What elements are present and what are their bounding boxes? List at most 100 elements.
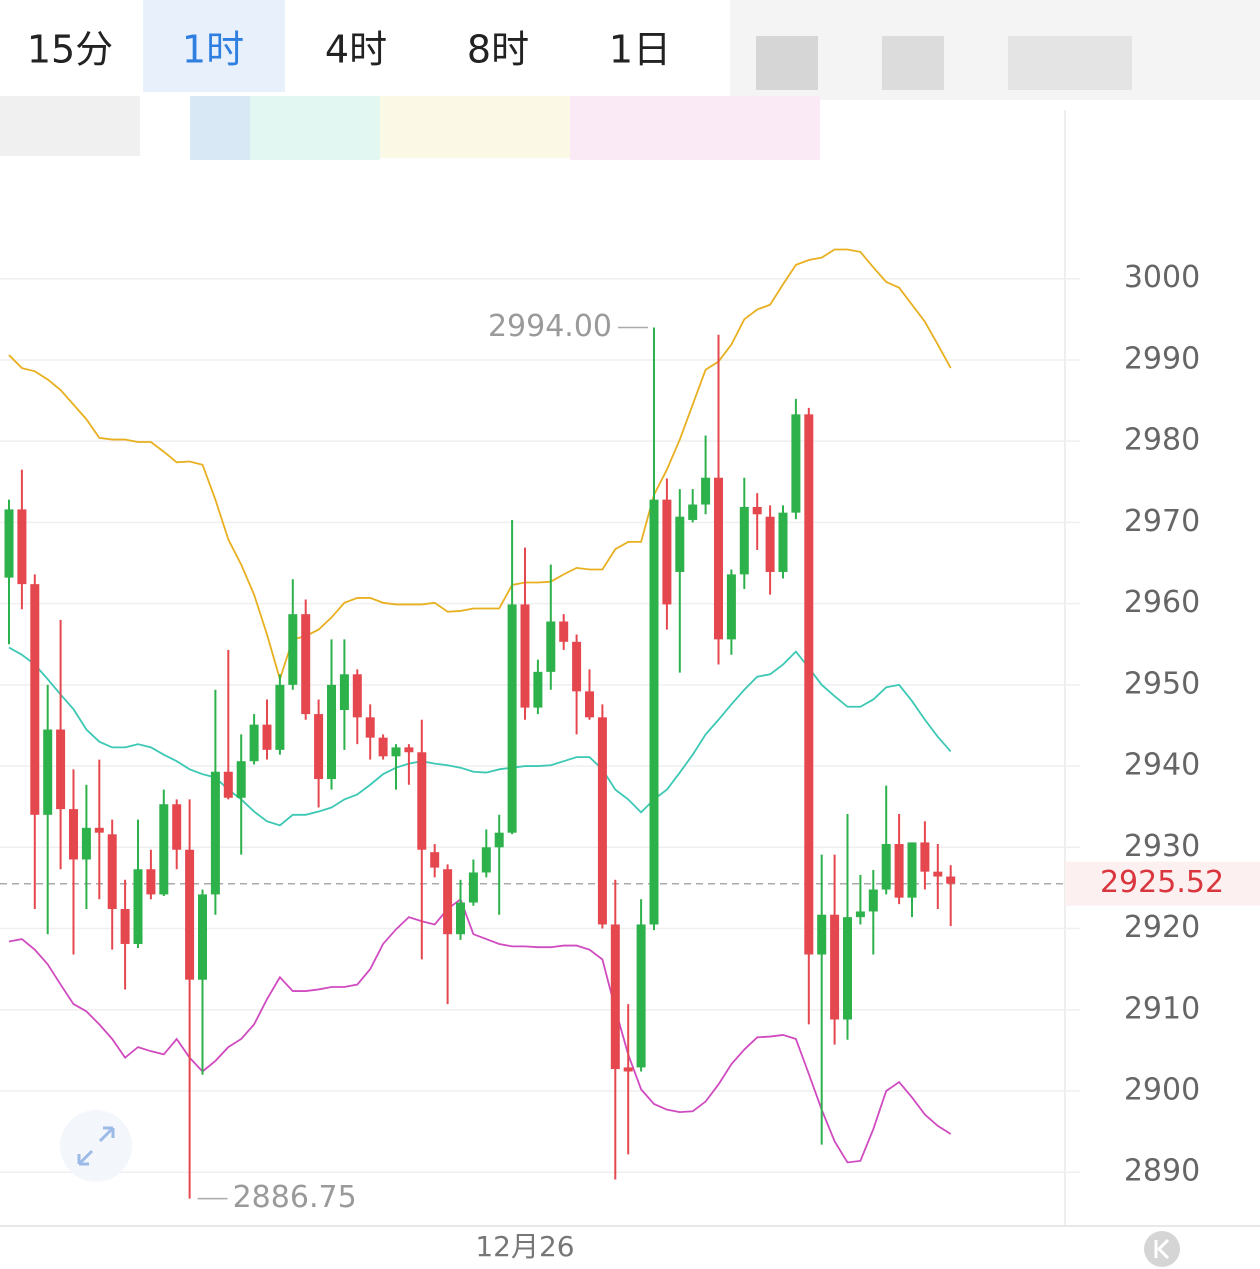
candle-body	[339, 674, 349, 711]
blur	[190, 96, 250, 160]
candle-body	[855, 911, 865, 918]
y-tick-label: 2890	[1124, 1154, 1200, 1189]
candle-body	[649, 499, 659, 925]
candle-body	[817, 914, 827, 955]
tab[interactable]: 1时	[182, 28, 244, 72]
candle-body	[920, 842, 930, 872]
expand-icon	[77, 1126, 115, 1166]
candle-body	[456, 902, 465, 935]
candle-body	[327, 684, 336, 780]
candle-body	[533, 671, 543, 708]
candle-body	[830, 914, 840, 1020]
indicator-line	[8, 897, 952, 1164]
candle-body	[107, 834, 117, 910]
candle-body	[688, 504, 698, 520]
candle-body	[430, 852, 440, 868]
candle-body	[507, 604, 517, 833]
candle-body	[752, 506, 762, 515]
candle-body	[365, 717, 375, 738]
candle-body	[597, 717, 607, 925]
expand-bg	[60, 1110, 132, 1182]
candle-body	[701, 477, 711, 505]
candle-body	[636, 924, 646, 1068]
kline-icon	[1154, 1238, 1170, 1260]
candle-body	[391, 747, 401, 757]
last-price-bg	[1065, 861, 1260, 906]
candle-body	[494, 832, 504, 848]
candle-body	[610, 924, 620, 1070]
candle-body	[585, 691, 594, 718]
tab-bar: 15分 1时 4时 8时 1日	[27, 28, 671, 72]
candle-body	[56, 729, 66, 810]
candle-body	[714, 477, 723, 640]
candle-body	[765, 516, 775, 572]
candle-body	[468, 872, 478, 903]
candle-body	[662, 499, 672, 605]
candle-body	[417, 752, 427, 850]
tab[interactable]: 15分	[27, 28, 113, 72]
x-tick-label: 12月26	[475, 1230, 574, 1263]
candle-body	[843, 917, 852, 1020]
last-price-label: 2925.52	[1100, 865, 1224, 900]
y-tick-label: 2990	[1124, 341, 1200, 376]
candle-body	[726, 574, 736, 640]
y-tick-label: 2950	[1124, 666, 1200, 701]
blur	[250, 96, 380, 160]
y-tick-label: 2980	[1124, 423, 1200, 458]
y-tick-label: 2960	[1124, 585, 1200, 620]
candle-body	[443, 869, 453, 935]
candle-body	[210, 771, 220, 895]
candle-body	[868, 889, 878, 912]
annotation-label: 2994.00	[488, 309, 612, 344]
candle-body	[559, 621, 569, 642]
expand-button[interactable]	[60, 1110, 132, 1182]
active-tab-bg	[143, 0, 285, 92]
candle-body	[675, 516, 685, 572]
candle-body	[172, 804, 182, 850]
y-tick-label: 2970	[1124, 504, 1200, 539]
y-tick-label: 2910	[1124, 991, 1200, 1026]
blurred-area	[0, 0, 1260, 160]
candle-body	[804, 414, 814, 955]
y-tick-label: 2940	[1124, 748, 1200, 783]
tab[interactable]: 8时	[467, 28, 529, 72]
candle-body	[262, 724, 272, 750]
candle-body	[133, 869, 143, 944]
candle-body	[81, 827, 91, 860]
kline-button[interactable]	[1144, 1231, 1180, 1267]
candle-body	[404, 747, 414, 753]
candle-body	[236, 761, 246, 798]
candle-body	[94, 827, 104, 833]
blur	[0, 96, 140, 156]
candle-body	[249, 724, 259, 762]
y-tick-label: 3000	[1124, 260, 1200, 295]
candle-body	[352, 674, 362, 718]
candle-body	[546, 621, 556, 672]
candle-body	[288, 614, 298, 685]
blur	[380, 96, 570, 158]
blur	[1008, 36, 1132, 90]
indicator-line	[8, 646, 952, 827]
candle-body	[275, 684, 285, 750]
candle-body	[17, 509, 27, 585]
candle-body	[894, 844, 904, 898]
candle-body	[739, 506, 749, 575]
tab[interactable]: 1日	[609, 28, 671, 72]
candle-body	[946, 876, 956, 884]
blur	[882, 36, 944, 90]
chart: 2890 2900 2910 2920 2930 2940 2950 2960 2970 2980…	[0, 248, 1260, 1263]
candle-body	[314, 714, 324, 780]
candle-body	[520, 604, 530, 708]
tab[interactable]: 4时	[325, 28, 387, 72]
candle-body	[223, 771, 233, 798]
candle-body	[378, 737, 388, 757]
candle-body	[146, 869, 156, 895]
y-tick-label: 2900	[1124, 1072, 1200, 1107]
y-tick-label: 2920	[1124, 910, 1200, 945]
blur	[756, 36, 818, 90]
candle-body	[30, 584, 40, 815]
candle-body	[120, 909, 130, 944]
candle-body	[791, 414, 801, 513]
candle-body	[4, 509, 14, 578]
